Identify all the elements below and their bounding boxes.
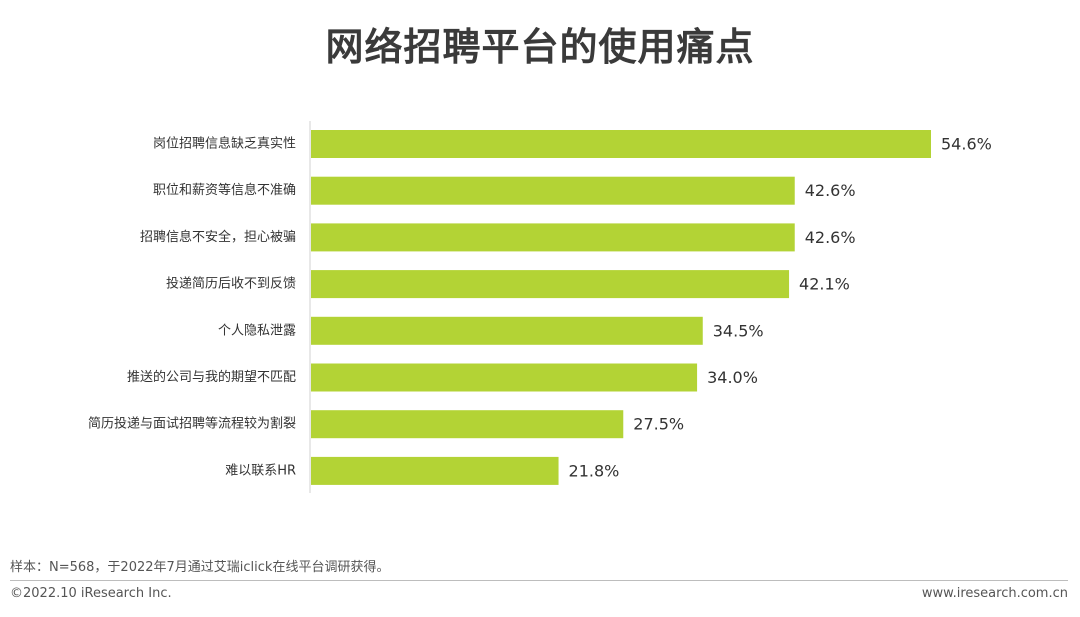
category-label: 招聘信息不安全，担心被骗 — [140, 229, 296, 245]
category-label: 岗位招聘信息缺乏真实性 — [153, 136, 296, 152]
bars-layer: 岗位招聘信息缺乏真实性 54.6% 职位和薪资等信息不准确 42.6% 招聘信息不安全，… — [88, 130, 992, 485]
value-label: 34.0% — [707, 368, 758, 387]
category-label: 职位和薪资等信息不准确 — [153, 182, 296, 198]
chart-title: 网络招聘平台的使用痛点 — [325, 25, 755, 69]
value-label: 34.5% — [713, 321, 764, 340]
bar — [311, 456, 559, 485]
copyright-text: ©2022.10 iResearch Inc. — [10, 586, 172, 601]
category-label: 推送的公司与我的期望不匹配 — [127, 369, 296, 385]
footer-divider — [10, 580, 1068, 581]
bar — [311, 316, 703, 345]
bar-chart: 岗位招聘信息缺乏真实性 54.6% 职位和薪资等信息不准确 42.6% 招聘信息不安全，… — [88, 121, 992, 493]
value-label: 42.6% — [805, 181, 856, 200]
bar — [311, 410, 624, 439]
category-label: 个人隐私泄露 — [218, 323, 296, 338]
value-label: 27.5% — [633, 415, 684, 434]
website-text: www.iresearch.com.cn — [921, 586, 1068, 601]
category-label: 简历投递与面试招聘等流程较为割裂 — [88, 416, 296, 432]
bar — [311, 130, 931, 158]
bar — [311, 363, 698, 392]
category-label: 投递简历后收不到反馈 — [166, 276, 296, 292]
bar — [311, 176, 795, 205]
bar — [311, 223, 795, 252]
value-label: 42.1% — [799, 275, 850, 294]
bar — [311, 270, 790, 299]
sample-footnote: 样本：N=568，于2022年7月通过艾瑞iclick在线平台调研获得。 — [10, 560, 390, 575]
value-label: 54.6% — [941, 135, 992, 154]
value-label: 42.6% — [805, 228, 856, 247]
category-label: 难以联系HR — [225, 463, 296, 478]
value-label: 21.8% — [569, 461, 620, 480]
